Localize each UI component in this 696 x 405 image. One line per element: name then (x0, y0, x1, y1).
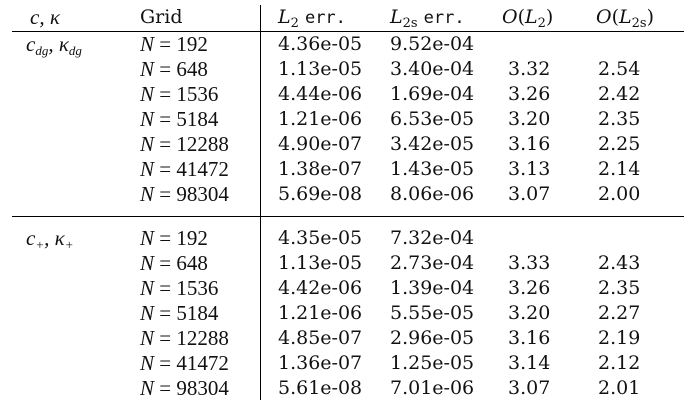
cell-l2: 1.21e-06 (278, 302, 363, 324)
cell-ol2: 3.20 (508, 108, 551, 130)
header-order-l2: O(L2) (502, 6, 554, 31)
cell-ol2s: 2.12 (598, 352, 641, 374)
cell-ol2s: 2.27 (598, 302, 641, 324)
cell-grid: N = 5184 (140, 107, 219, 131)
cell-ol2: 3.14 (508, 352, 551, 374)
cell-grid: N = 5184 (140, 301, 219, 325)
cell-grid: N = 648 (140, 57, 208, 81)
cell-l2: 1.38e-07 (278, 158, 363, 180)
cell-ol2s: 2.25 (598, 133, 641, 155)
cell-l2s: 3.40e-04 (390, 58, 475, 80)
cell-grid: N = 12288 (140, 326, 229, 350)
cell-l2: 4.90e-07 (278, 133, 363, 155)
cell-l2s: 8.06e-06 (390, 183, 475, 205)
group-label: cdg, κdg (26, 32, 82, 58)
cell-ol2: 3.13 (508, 158, 551, 180)
cell-l2s: 1.25e-05 (390, 352, 475, 374)
cell-ol2s: 2.54 (598, 58, 641, 80)
cell-grid: N = 192 (140, 32, 208, 56)
cell-grid: N = 1536 (140, 82, 219, 106)
header-param: c, κ (30, 5, 60, 29)
group-separator (12, 216, 684, 217)
cell-l2: 1.13e-05 (278, 58, 363, 80)
cell-ol2: 3.16 (508, 133, 551, 155)
cell-l2s: 1.69e-04 (390, 83, 475, 105)
cell-ol2: 3.26 (508, 83, 551, 105)
cell-grid: N = 98304 (140, 376, 229, 400)
cell-grid: N = 648 (140, 251, 208, 275)
cell-ol2s: 2.14 (598, 158, 641, 180)
cell-grid: N = 98304 (140, 182, 229, 206)
cell-l2s: 5.55e-05 (390, 302, 475, 324)
cell-grid: N = 12288 (140, 132, 229, 156)
cell-ol2: 3.07 (508, 183, 551, 205)
cell-ol2s: 2.42 (598, 83, 641, 105)
cell-l2s: 2.96e-05 (390, 327, 475, 349)
cell-l2: 4.36e-05 (278, 33, 363, 55)
cell-l2s: 2.73e-04 (390, 252, 475, 274)
cell-ol2: 3.20 (508, 302, 551, 324)
cell-grid: N = 192 (140, 226, 208, 250)
cell-l2s: 1.43e-05 (390, 158, 475, 180)
cell-ol2s: 2.35 (598, 108, 641, 130)
cell-ol2s: 2.35 (598, 277, 641, 299)
header-rule (12, 31, 684, 32)
group-label: c+, κ+ (26, 226, 74, 252)
cell-ol2: 3.16 (508, 327, 551, 349)
cell-l2: 1.36e-07 (278, 352, 363, 374)
cell-l2s: 3.42e-05 (390, 133, 475, 155)
cell-ol2s: 2.19 (598, 327, 641, 349)
header-l2s-error: L2s err. (390, 6, 465, 31)
cell-ol2s: 2.01 (598, 377, 641, 399)
cell-grid: N = 41472 (140, 351, 229, 375)
cell-l2: 5.61e-08 (278, 377, 363, 399)
cell-ol2: 3.33 (508, 252, 551, 274)
column-rule (260, 5, 261, 400)
header-grid: Grid (140, 6, 183, 28)
cell-l2: 1.13e-05 (278, 252, 363, 274)
cell-l2s: 6.53e-05 (390, 108, 475, 130)
cell-l2: 1.21e-06 (278, 108, 363, 130)
cell-l2s: 7.01e-06 (390, 377, 475, 399)
cell-grid: N = 41472 (140, 157, 229, 181)
cell-l2: 4.42e-06 (278, 277, 363, 299)
cell-l2: 4.44e-06 (278, 83, 363, 105)
cell-l2: 5.69e-08 (278, 183, 363, 205)
cell-l2s: 1.39e-04 (390, 277, 475, 299)
header-order-l2s: O(L2s) (596, 6, 654, 31)
cell-l2s: 7.32e-04 (390, 227, 475, 249)
cell-ol2: 3.07 (508, 377, 551, 399)
cell-ol2: 3.26 (508, 277, 551, 299)
cell-grid: N = 1536 (140, 276, 219, 300)
header-l2-error: L2 err. (278, 6, 346, 31)
cell-l2s: 9.52e-04 (390, 33, 475, 55)
cell-ol2s: 2.43 (598, 252, 641, 274)
cell-l2: 4.85e-07 (278, 327, 363, 349)
cell-ol2: 3.32 (508, 58, 551, 80)
cell-ol2s: 2.00 (598, 183, 641, 205)
cell-l2: 4.35e-05 (278, 227, 363, 249)
